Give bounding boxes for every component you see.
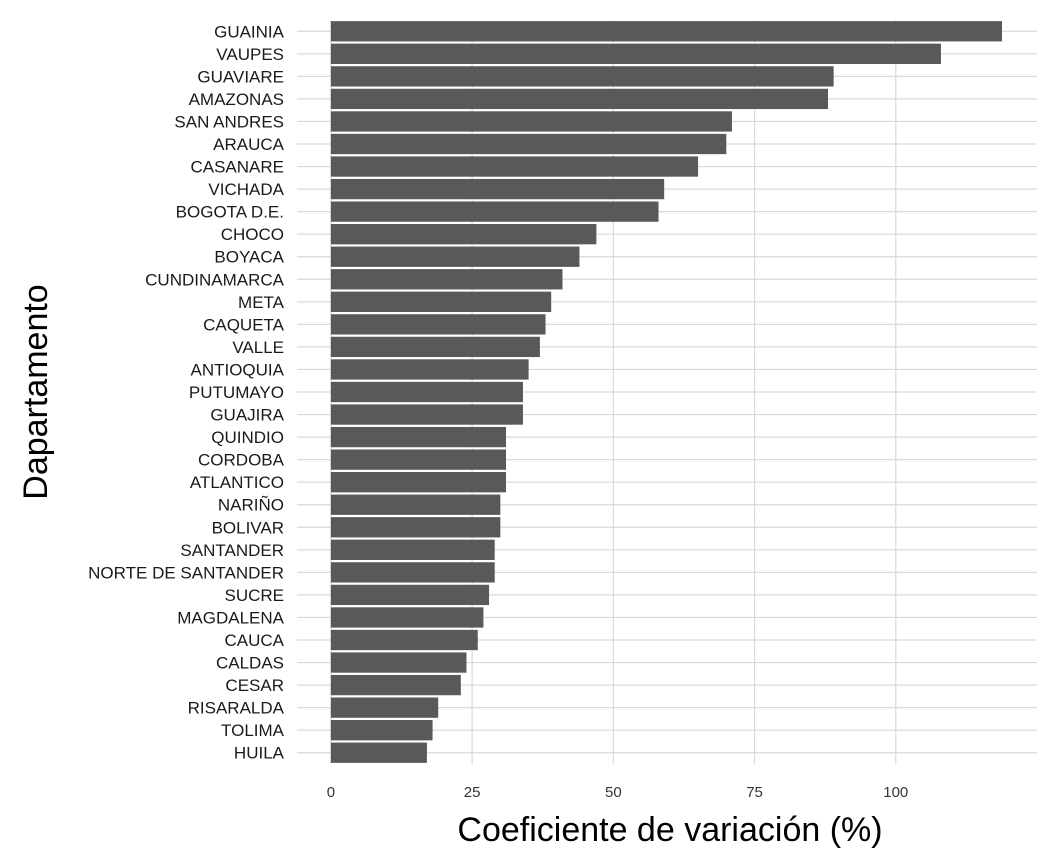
category-label: CALDAS [216, 654, 284, 673]
bar [330, 178, 665, 200]
category-label: CAUCA [224, 631, 284, 650]
category-label: TOLIMA [221, 721, 285, 740]
bar [330, 449, 507, 470]
category-label: PUTUMAYO [189, 383, 284, 402]
bar [330, 21, 1002, 42]
category-label: CUNDINAMARCA [145, 270, 285, 289]
bar [330, 517, 501, 538]
category-label: BOGOTA D.E. [176, 203, 284, 222]
bar [330, 629, 478, 651]
category-label: VALLE [232, 338, 284, 357]
category-label: ANTIOQUIA [190, 360, 284, 379]
bar [330, 359, 529, 380]
bar [330, 336, 540, 358]
category-label: ATLANTICO [190, 473, 284, 492]
bar [330, 562, 495, 583]
category-label: SANTANDER [180, 541, 284, 560]
category-label: CAQUETA [203, 315, 285, 334]
bar [330, 697, 439, 718]
bars [330, 21, 1002, 763]
bar [330, 246, 580, 267]
bar [330, 720, 433, 741]
category-label: GUAJIRA [210, 406, 284, 425]
bar [330, 156, 699, 177]
bar [330, 224, 597, 245]
category-label: BOYACA [214, 248, 284, 267]
category-label: ARAUCA [213, 135, 285, 154]
bar [330, 539, 495, 560]
category-label: AMAZONAS [189, 90, 284, 109]
category-label: MAGDALENA [177, 608, 284, 627]
bar [330, 674, 461, 696]
category-label: BOLIVAR [212, 518, 284, 537]
bar [330, 607, 484, 628]
x-tick-labels: 0 25 50 75 100 [327, 784, 909, 801]
bar [330, 381, 523, 403]
x-tick-label: 75 [746, 784, 763, 801]
bar [330, 43, 941, 64]
x-tick-label: 50 [605, 784, 622, 801]
category-label: HUILA [234, 744, 285, 763]
bar [330, 269, 563, 290]
bar [330, 652, 467, 673]
x-tick-label: 100 [883, 784, 908, 801]
category-label: VICHADA [208, 180, 284, 199]
category-label: CASANARE [190, 158, 284, 177]
category-label: GUAINIA [214, 22, 285, 41]
bar [330, 426, 507, 448]
x-tick-label: 25 [464, 784, 481, 801]
bar [330, 291, 552, 312]
bar [330, 404, 523, 425]
x-tick-label: 0 [327, 784, 335, 801]
bar [330, 314, 546, 335]
category-label: CESAR [225, 676, 284, 695]
bar [330, 472, 507, 493]
category-label: SUCRE [224, 586, 284, 605]
bar [330, 133, 727, 155]
bar [330, 584, 490, 606]
bar [330, 201, 659, 222]
bar [330, 494, 501, 515]
category-label: NARIÑO [218, 496, 284, 515]
category-label: CHOCO [221, 225, 284, 244]
bar [330, 111, 732, 132]
category-label: SAN ANDRES [174, 112, 284, 131]
category-labels: GUAINIA VAUPES GUAVIARE AMAZONAS SAN ANDRES A… [88, 22, 285, 762]
bar [330, 66, 834, 87]
x-axis-title: Coeficiente de variación (%) [457, 811, 882, 849]
bar [330, 88, 828, 110]
category-label: RISARALDA [188, 699, 285, 718]
category-label: META [238, 293, 285, 312]
category-label: NORTE DE SANTANDER [88, 563, 284, 582]
category-label: VAUPES [216, 45, 284, 64]
category-label: GUAVIARE [197, 67, 284, 86]
bar [330, 742, 427, 763]
category-label: QUINDIO [211, 428, 284, 447]
y-axis-title: Dapartamento [17, 284, 55, 499]
category-label: CORDOBA [198, 451, 285, 470]
